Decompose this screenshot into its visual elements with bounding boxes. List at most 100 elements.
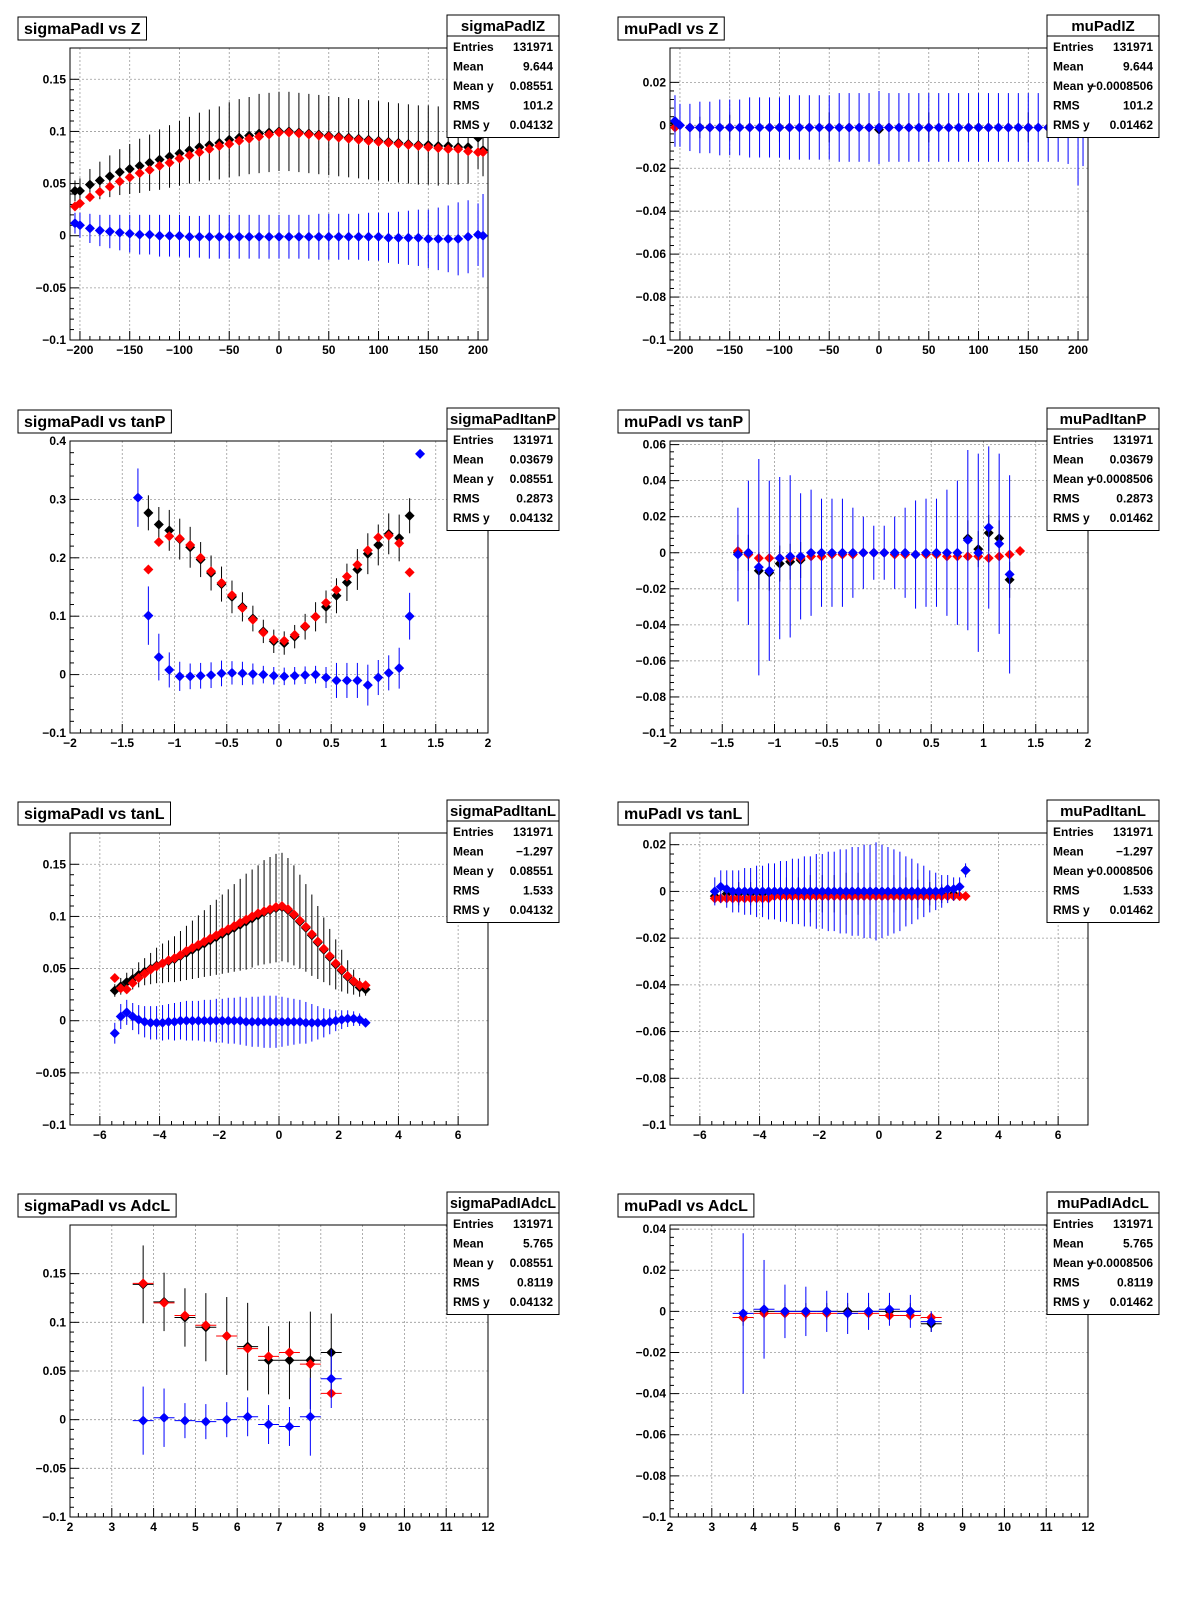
data-point-blue xyxy=(163,1016,174,1027)
stats-value: 0.04132 xyxy=(510,1295,554,1309)
data-point-black xyxy=(404,510,415,521)
data-point-blue xyxy=(757,886,768,897)
data-point-blue xyxy=(164,230,175,241)
data-point-red xyxy=(279,635,290,646)
data-point-blue xyxy=(216,668,227,679)
stats-box xyxy=(446,14,560,138)
data-point-blue xyxy=(993,122,1004,133)
y-tick-label: −0.02 xyxy=(636,1345,667,1359)
x-tick-label: −0.5 xyxy=(815,736,839,750)
data-point-red xyxy=(373,136,384,147)
data-point-blue xyxy=(751,886,762,897)
data-point-blue xyxy=(403,232,414,243)
data-point-blue xyxy=(70,218,80,229)
data-point-blue xyxy=(217,1015,228,1026)
data-point-blue xyxy=(169,1016,180,1027)
data-point-blue xyxy=(714,122,725,133)
data-point-blue xyxy=(973,122,984,133)
data-point-red xyxy=(318,943,329,954)
data-point-blue xyxy=(952,547,963,558)
data-point-blue xyxy=(258,669,269,680)
data-point-red xyxy=(268,634,279,645)
data-point-red xyxy=(394,538,405,549)
stats-name: muPadIZ xyxy=(1071,18,1134,35)
stats-value: 131971 xyxy=(513,825,553,839)
stats-label: Mean y xyxy=(453,79,494,93)
x-tick-label: 50 xyxy=(322,343,336,357)
data-point-red xyxy=(324,951,335,962)
x-tick-label: −4 xyxy=(153,1128,167,1142)
stats-label: RMS xyxy=(1053,492,1080,506)
data-point-blue xyxy=(953,122,964,133)
data-point-blue xyxy=(973,547,984,558)
y-tick-label: −0.02 xyxy=(636,931,667,945)
x-tick-label: 5 xyxy=(192,1520,199,1534)
x-tick-label: 8 xyxy=(317,1520,324,1534)
data-point-blue xyxy=(876,886,887,897)
x-tick-label: 6 xyxy=(234,1520,241,1534)
data-point-red xyxy=(289,629,300,640)
data-point-red xyxy=(164,157,175,168)
chart-panel: −200 −150 −100 −50 0 50 100 150 200 −0.1 −0.05 0 0.0… xyxy=(17,14,560,357)
data-point-blue xyxy=(237,668,248,679)
data-point-blue xyxy=(247,1016,258,1027)
stats-name: muPadItanL xyxy=(1060,803,1146,820)
data-point-red xyxy=(360,980,371,991)
title-box xyxy=(617,801,749,826)
data-point-blue xyxy=(817,886,828,897)
x-tick-label: −1.5 xyxy=(110,736,134,750)
stats-value: 0.08551 xyxy=(510,864,554,878)
data-point-blue xyxy=(954,881,965,892)
data-point-red xyxy=(226,590,237,601)
data-point-blue xyxy=(889,547,900,558)
data-point-red xyxy=(343,133,354,144)
data-point-blue xyxy=(321,672,332,683)
stats-label: Entries xyxy=(1053,433,1094,447)
data-point-blue xyxy=(883,122,894,133)
data-point-red xyxy=(313,130,324,141)
data-point-blue xyxy=(193,1015,204,1026)
data-point-blue xyxy=(738,1308,749,1319)
data-point-blue xyxy=(754,122,765,133)
data-point-red xyxy=(312,936,323,947)
data-point-blue xyxy=(994,538,1005,549)
x-tick-label: 2 xyxy=(485,736,492,750)
y-tick-label: −0.06 xyxy=(636,1428,667,1442)
data-point-red xyxy=(195,552,206,563)
y-tick-label: −0.1 xyxy=(42,1118,66,1132)
data-point-red xyxy=(960,891,971,902)
data-point-blue xyxy=(134,229,145,240)
data-point-blue xyxy=(423,233,434,244)
x-tick-label: 1.5 xyxy=(1027,736,1044,750)
y-tick-label: 0.05 xyxy=(43,962,67,976)
y-tick-label: 0.02 xyxy=(643,510,667,524)
data-point-blue xyxy=(787,886,798,897)
data-point-red xyxy=(109,972,120,983)
data-point-blue xyxy=(153,652,164,663)
data-point-red xyxy=(254,131,265,142)
y-tick-label: 0.1 xyxy=(49,909,66,923)
stats-label: RMS xyxy=(1053,99,1080,113)
data-point-blue xyxy=(931,547,942,558)
data-point-blue xyxy=(326,1373,337,1384)
x-tick-label: 2 xyxy=(1085,736,1092,750)
data-point-red xyxy=(70,201,80,212)
data-point-red xyxy=(413,141,424,152)
data-point-blue xyxy=(960,865,971,876)
stats-value: −1.297 xyxy=(516,845,553,859)
data-point-blue xyxy=(924,886,935,897)
data-point-blue xyxy=(900,547,911,558)
data-point-red xyxy=(229,920,240,931)
data-point-red xyxy=(433,143,444,154)
data-point-red xyxy=(127,978,138,989)
data-point-red xyxy=(138,1278,149,1289)
y-tick-label: −0.08 xyxy=(636,1469,667,1483)
stats-value: 131971 xyxy=(513,40,553,54)
stats-label: Mean y xyxy=(1053,79,1094,93)
stats-label: Entries xyxy=(453,433,494,447)
data-point-blue xyxy=(847,886,858,897)
stats-label: RMS y xyxy=(453,511,490,525)
data-point-red xyxy=(216,577,227,588)
data-point-blue xyxy=(104,226,115,237)
data-point-blue xyxy=(453,233,464,244)
